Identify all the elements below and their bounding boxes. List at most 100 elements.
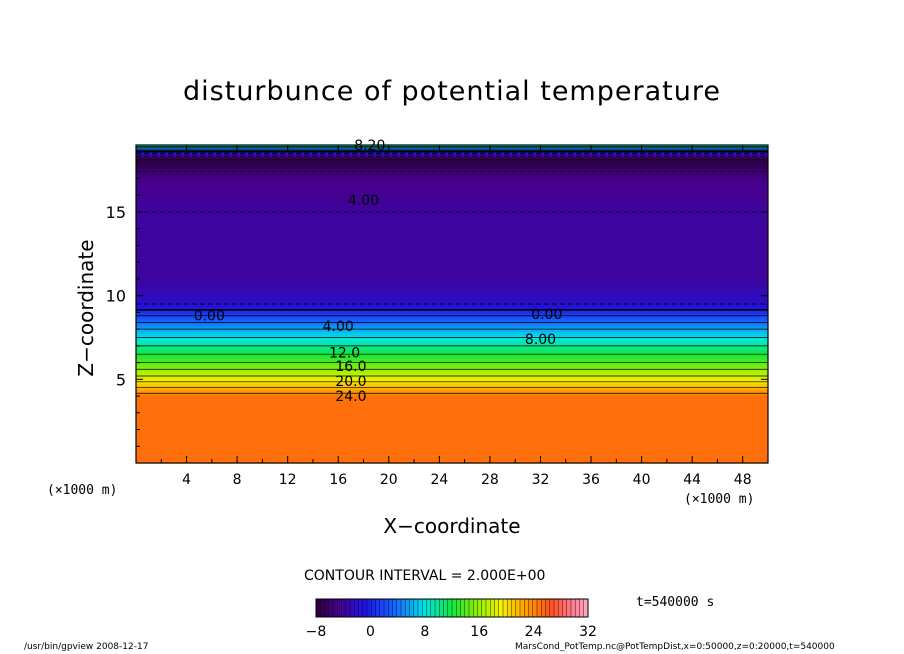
field-band: [136, 186, 768, 190]
field-band: [136, 161, 768, 165]
field-band: [136, 168, 768, 171]
field-band: [136, 157, 768, 161]
colorbar-swatch: [524, 599, 529, 617]
contour-label: 20.0: [335, 374, 366, 390]
field-band: [136, 339, 768, 343]
field-band: [136, 331, 768, 334]
field-band: [136, 266, 768, 270]
colorbar-swatch: [571, 599, 576, 617]
field-band: [136, 272, 768, 276]
field-band: [136, 446, 768, 449]
field-band: [136, 400, 768, 403]
field-band: [136, 247, 768, 251]
field-band: [136, 151, 768, 154]
colorbar-swatch: [528, 599, 534, 617]
colorbar-tick-label: 24: [525, 624, 543, 640]
field-band: [136, 433, 768, 437]
colorbar-swatch: [341, 599, 347, 617]
field-band: [136, 209, 768, 213]
colorbar-swatch: [490, 599, 495, 617]
field-band: [136, 268, 768, 272]
field-band: [136, 243, 768, 247]
field-band: [136, 364, 768, 368]
field-band: [136, 410, 768, 414]
colorbar-swatch: [426, 599, 432, 617]
field-band: [136, 389, 768, 393]
contour-label: 0.00: [531, 307, 562, 323]
field-band: [136, 387, 768, 391]
colorbar-swatch: [328, 599, 334, 617]
field-band: [136, 360, 768, 364]
field-band: [136, 316, 768, 320]
field-band: [136, 373, 768, 376]
field-band: [136, 435, 768, 439]
colorbar-swatch: [430, 599, 436, 617]
field-band: [136, 439, 768, 443]
x-tick-label: 4: [182, 472, 191, 488]
field-band: [136, 416, 768, 420]
colorbar-swatch: [384, 599, 389, 617]
field-band: [136, 408, 768, 412]
field-band: [136, 402, 768, 406]
colorbar-swatch: [396, 599, 402, 617]
field-band: [136, 431, 768, 435]
field-band: [136, 368, 768, 372]
colorbar-swatch: [549, 599, 555, 617]
field-band: [136, 354, 768, 357]
field-band: [136, 352, 768, 355]
field-band: [136, 375, 768, 378]
field-band: [136, 172, 768, 175]
field-band: [136, 230, 768, 234]
field-band: [136, 241, 768, 244]
field-band: [136, 182, 768, 186]
colorbar-swatch: [405, 599, 410, 617]
field-band: [136, 211, 768, 215]
colorbar-swatch: [320, 599, 325, 617]
colorbar-swatch: [503, 599, 508, 617]
colorbar-swatch: [401, 599, 406, 617]
field-band: [136, 203, 768, 207]
field-band: [136, 297, 768, 301]
colorbar-swatch: [354, 599, 359, 617]
x-tick-label: 12: [279, 472, 297, 488]
field-band: [136, 291, 768, 295]
field-band: [136, 421, 768, 424]
field-band: [136, 159, 768, 163]
field-band: [136, 341, 768, 345]
field-band: [136, 398, 768, 401]
field-band: [136, 350, 768, 353]
colorbar-swatch: [452, 599, 457, 617]
field-band: [136, 456, 768, 460]
field-band: [136, 452, 768, 456]
x-tick-label: 40: [633, 472, 651, 488]
field-band: [136, 299, 768, 303]
field-band: [136, 280, 768, 284]
field-band: [136, 333, 768, 336]
field-band: [136, 174, 768, 177]
colorbar-swatch: [515, 599, 521, 617]
colorbar-frame: [315, 598, 589, 618]
field-band: [136, 406, 768, 410]
field-band: [136, 232, 768, 236]
field-band: [136, 278, 768, 282]
x-tick-label: 24: [430, 472, 448, 488]
field-band: [136, 197, 768, 200]
colorbar-swatch: [456, 599, 461, 617]
colorbar-swatch: [392, 599, 398, 617]
field-band: [136, 306, 768, 309]
x-tick-label: 32: [532, 472, 550, 488]
field-band: [136, 425, 768, 429]
field-band: [136, 301, 768, 305]
colorbar-swatch: [545, 599, 551, 617]
colorbar-swatch: [435, 599, 440, 617]
field-band: [136, 393, 768, 397]
field-band: [136, 310, 768, 313]
contour-label: 16.0: [335, 359, 366, 375]
colorbar-tick-label: 8: [420, 624, 429, 640]
colorbar-swatch: [494, 599, 500, 617]
x-tick-label: 20: [380, 472, 398, 488]
colorbar-swatch: [439, 599, 444, 617]
field-band: [136, 163, 768, 167]
colorbar-swatch: [375, 599, 381, 617]
y-tick-label: 5: [116, 370, 126, 389]
